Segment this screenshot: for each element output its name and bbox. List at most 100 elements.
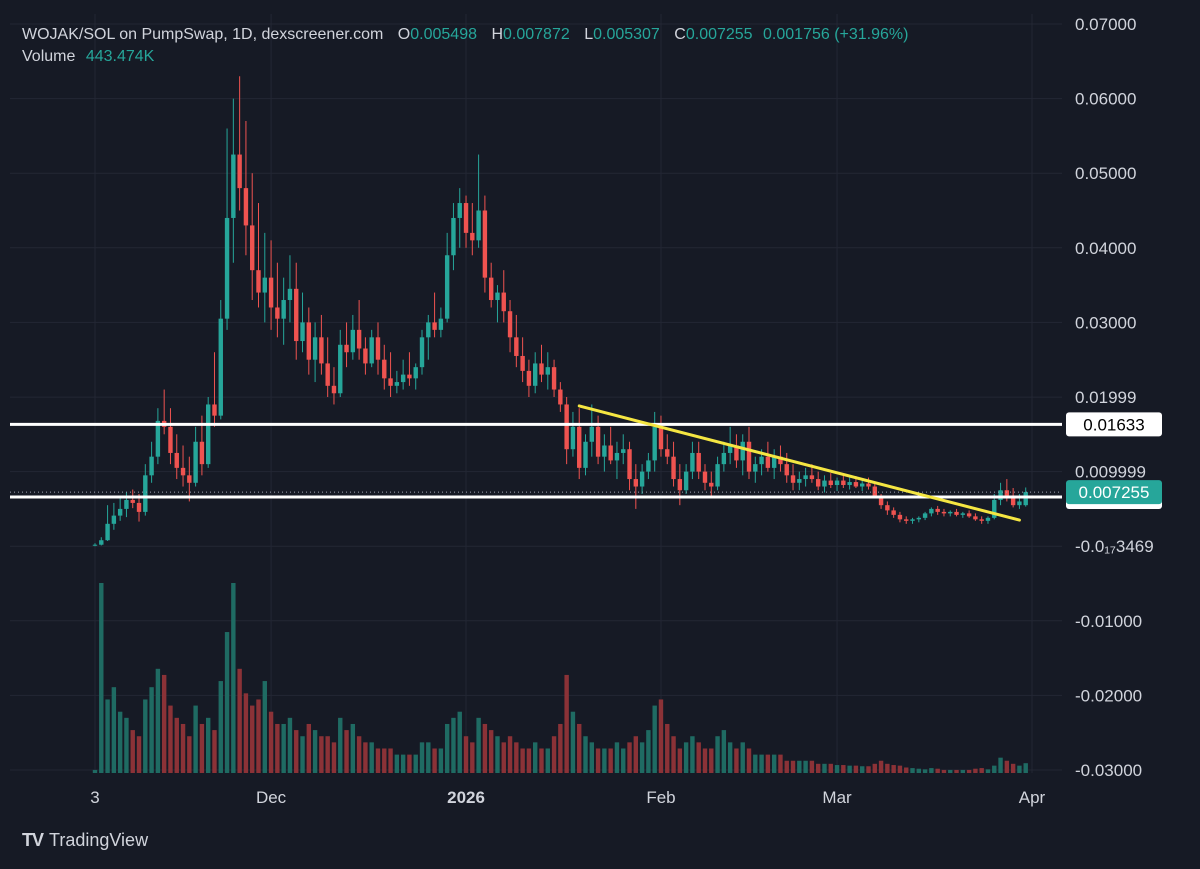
candle-body xyxy=(136,502,142,512)
candle-body xyxy=(117,508,123,516)
volume-bar xyxy=(929,768,934,773)
volume-bar xyxy=(910,768,915,773)
tradingview-brand[interactable]: TV TradingView xyxy=(22,830,148,851)
candle-body xyxy=(105,523,110,541)
volume-bar xyxy=(564,674,569,773)
volume-bar xyxy=(231,583,236,773)
candle-body xyxy=(281,300,286,319)
volume-bar xyxy=(948,769,953,773)
volume-bar xyxy=(809,760,815,773)
volume-bar xyxy=(589,742,594,773)
candle-body xyxy=(344,344,349,353)
candle-body xyxy=(985,517,991,521)
volume-bar xyxy=(419,742,425,773)
candle-body xyxy=(715,464,720,487)
volume-bar xyxy=(161,674,167,773)
y-tick-label: 0.07000 xyxy=(1075,15,1136,34)
volume-bar xyxy=(319,736,324,773)
volume-bar xyxy=(507,736,513,773)
volume-bar xyxy=(627,742,632,773)
y-tick-label: 0.03000 xyxy=(1075,313,1136,332)
volume-bar xyxy=(394,754,400,773)
candle-body xyxy=(231,154,236,218)
volume-bar xyxy=(979,768,984,773)
volume-bar xyxy=(495,736,500,773)
trendline-layer[interactable] xyxy=(577,404,1021,522)
volume-bar xyxy=(1017,765,1022,773)
candle-body xyxy=(746,441,752,472)
candle-body xyxy=(916,517,922,520)
candle-body xyxy=(407,374,412,379)
candle-body xyxy=(904,519,909,521)
candle-body xyxy=(577,426,582,468)
volume-bar xyxy=(759,754,764,773)
volume-bar xyxy=(683,742,689,773)
candle-body xyxy=(388,378,393,386)
candle-body xyxy=(797,479,802,483)
y-axis[interactable]: 0.07000 0.06000 0.05000 0.04000 0.03000 0.019… xyxy=(1075,15,1154,780)
x-axis[interactable]: 3 Dec 2026 Feb Mar Apr xyxy=(90,788,1045,807)
candle-body xyxy=(646,460,651,472)
volume-bar xyxy=(180,723,186,773)
candle-body xyxy=(929,508,934,514)
volume-bar xyxy=(306,723,312,773)
candle-body xyxy=(872,486,877,496)
x-tick-label: Dec xyxy=(256,788,287,807)
candle-body xyxy=(765,456,771,468)
candle-body xyxy=(205,404,211,465)
candle-body xyxy=(665,449,670,457)
level-price-label: 0.01633 xyxy=(1083,415,1144,434)
volume-bar xyxy=(476,717,481,773)
volume-bar xyxy=(350,723,356,773)
volume-bar xyxy=(199,723,205,773)
candle-body xyxy=(633,479,639,487)
candle-body xyxy=(671,456,676,480)
candle-body xyxy=(815,479,821,487)
candle-body xyxy=(155,420,161,457)
candle-body xyxy=(602,445,607,457)
volume-bar xyxy=(382,748,387,773)
candle-body xyxy=(187,475,192,483)
volume-bar xyxy=(312,730,318,773)
volume-bar xyxy=(136,736,142,773)
trendline[interactable] xyxy=(577,404,1021,522)
volume-bar xyxy=(646,730,651,773)
volume-bar xyxy=(224,632,230,773)
candle-body xyxy=(834,480,840,486)
volume-bar xyxy=(155,668,161,773)
last-price-label: 0.007255 xyxy=(1079,483,1150,502)
tradingview-logo-icon: TV xyxy=(22,830,44,850)
volume-bar xyxy=(558,723,563,773)
volume-bar xyxy=(193,705,198,773)
candle-body xyxy=(287,288,293,301)
volume-bar xyxy=(363,742,368,773)
volume-bar xyxy=(256,699,261,773)
y-tick-label: 0.01999 xyxy=(1075,388,1136,407)
volume-bar xyxy=(375,748,381,773)
candle-body xyxy=(237,154,242,189)
volume-bar xyxy=(413,754,418,773)
candle-body xyxy=(1010,495,1016,506)
candle-body xyxy=(771,456,777,468)
y-tick-label: 0.009999 xyxy=(1075,463,1146,482)
candle-body xyxy=(897,514,903,520)
volume-bar xyxy=(501,742,506,773)
volume-bar xyxy=(174,717,179,773)
candle-body xyxy=(652,426,657,461)
volume-bar xyxy=(709,748,714,773)
candle-body xyxy=(124,499,129,509)
candle-body xyxy=(243,188,249,226)
candle-body xyxy=(520,355,525,371)
candle-body xyxy=(841,480,846,486)
candle-body xyxy=(910,519,915,521)
y-tick-label: -0.01000 xyxy=(1075,612,1142,631)
x-tick-label: 2026 xyxy=(447,788,485,807)
legend-change-value: 0.001756 (+31.96%) xyxy=(763,26,909,43)
candle-body xyxy=(470,232,475,241)
volume-bar xyxy=(665,723,670,773)
candle-body xyxy=(583,441,588,468)
legend-low-label: L xyxy=(584,26,594,43)
candle-body xyxy=(822,480,827,487)
